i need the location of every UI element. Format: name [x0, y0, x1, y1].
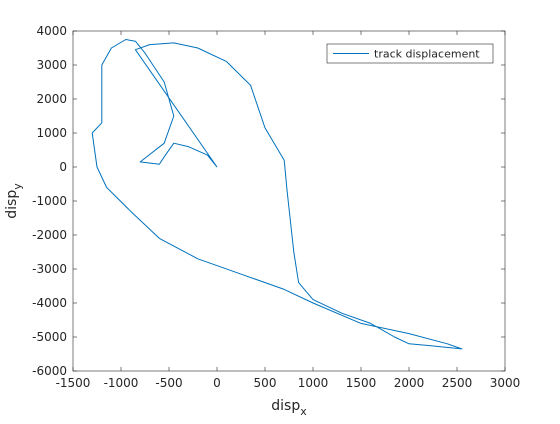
y-axis-label-text: disp [4, 190, 20, 219]
y-tick-label: 2000 [36, 92, 67, 106]
y-tick-label: -5000 [32, 330, 67, 344]
x-tick-label: 2500 [442, 376, 473, 390]
x-tick-label: 1500 [346, 376, 377, 390]
data-line [91, 39, 463, 350]
y-axis-label: dispy [4, 183, 24, 219]
y-tick-label: 4000 [36, 24, 67, 38]
y-tick-label: -2000 [32, 228, 67, 242]
x-tick-label: 0 [213, 376, 221, 390]
x-tick-label: 500 [254, 376, 277, 390]
y-tick-label: 0 [59, 160, 67, 174]
x-tick-label: -1000 [104, 376, 139, 390]
x-tick-label: -1500 [56, 376, 91, 390]
x-axis-label-text: disp [271, 398, 300, 414]
x-tick-label: -500 [155, 376, 182, 390]
x-tick-label: 1000 [298, 376, 329, 390]
y-tick-label: 3000 [36, 58, 67, 72]
x-axis-label: dispx [271, 398, 307, 418]
y-tick-label: -3000 [32, 262, 67, 276]
y-tick-label: 1000 [36, 126, 67, 140]
x-tick-label: 2000 [394, 376, 425, 390]
legend-box [326, 43, 494, 64]
y-axis-label-sub: y [11, 183, 24, 190]
plot-area [72, 30, 506, 372]
y-tick-label: -6000 [32, 364, 67, 378]
y-tick-label: -1000 [32, 194, 67, 208]
y-tick-label: -4000 [32, 296, 67, 310]
x-tick-label: 3000 [490, 376, 521, 390]
x-axis-label-sub: x [300, 405, 307, 418]
legend-label: track displacement [374, 48, 480, 61]
